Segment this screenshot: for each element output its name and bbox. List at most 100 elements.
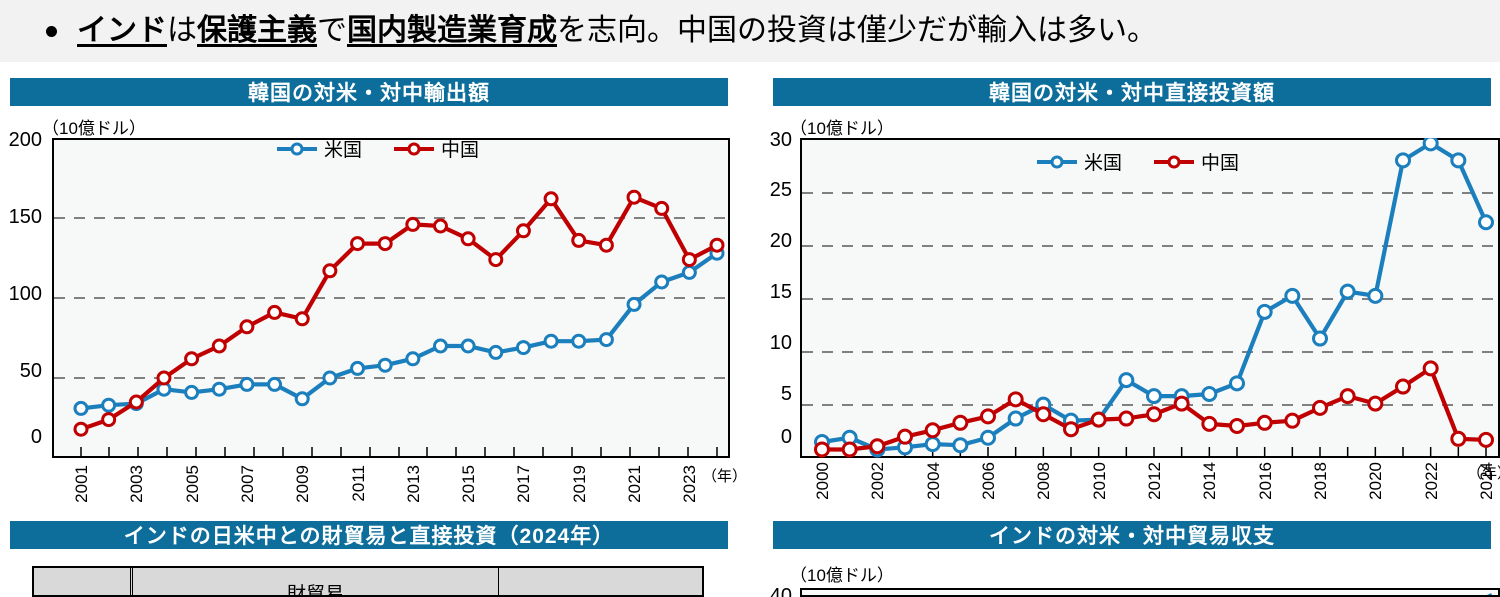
chart1-point (543, 333, 559, 349)
chart2-point (1339, 283, 1356, 300)
chart1-xtick-2021: 2021 (625, 465, 645, 503)
chart2-point (1422, 360, 1439, 377)
chart1-xtick-2001: 2001 (72, 465, 91, 503)
chart2-point (1256, 414, 1273, 431)
chart2-legend-label-us: 米国 (1084, 153, 1123, 174)
chart1-ytick-100: 100 (8, 283, 42, 305)
chart-india-balance: （10億ドル） 40 (755, 555, 1500, 597)
chart2-point (1007, 391, 1024, 408)
chart1-xtick-2007: 2007 (237, 465, 257, 503)
chart1-point (128, 394, 144, 410)
legend-marker-us-icon (1037, 155, 1077, 168)
panel-header-india-balance: インドの対米・対中貿易収支 (773, 521, 1491, 549)
panel-header-korea-fdi: 韓国の対米・対中直接投資額 (773, 78, 1491, 106)
chart2-ytick-0: 0 (780, 426, 792, 448)
chart1-ytick-0: 0 (30, 426, 42, 448)
chart1-point (405, 351, 421, 367)
chart2-xtick-2016: 2016 (1255, 462, 1275, 500)
chart1-point (350, 360, 366, 376)
chart1-xtick-2005: 2005 (182, 465, 202, 503)
chart2-point (1395, 378, 1411, 395)
chart2-point (1229, 418, 1245, 434)
chart2-legend-label-cn: 中国 (1201, 153, 1240, 174)
chart1-point (73, 421, 89, 437)
chart2-point (841, 441, 858, 458)
chart1-point (598, 332, 614, 348)
chart1-point (377, 357, 393, 373)
chart1-legend-item-us: 米国 (275, 135, 362, 162)
chart1-xtick-2009: 2009 (293, 465, 313, 503)
chart2-xaxis-unit: （年） (1467, 465, 1500, 482)
chart2-unit-label: （10億ドル） (790, 119, 894, 138)
banner-segment-0: インド (77, 14, 167, 47)
chart1-point (460, 231, 476, 247)
chart3-ytick-40: 40 (769, 585, 792, 597)
chart2-legend: 米国 中国 (1035, 148, 1239, 175)
chart2-xtick-2008: 2008 (1034, 462, 1054, 500)
banner-segment-2: 保護主義 (197, 14, 317, 47)
banner-text: インドは保護主義で国内製造業育成を志向。中国の投資は僅少だが輸入は多い。 (77, 16, 1157, 46)
chart2-point (1450, 152, 1467, 169)
chart1-legend-label-us: 米国 (324, 140, 363, 161)
chart2-point (1201, 415, 1218, 432)
chart1-point (488, 344, 504, 360)
chart1-xtick-2003: 2003 (127, 465, 147, 503)
chart2-ytick-30: 30 (769, 129, 792, 151)
chart2-ytick-25: 25 (769, 179, 792, 201)
chart2-xtick-2004: 2004 (923, 462, 943, 500)
chart2-point (1035, 406, 1052, 423)
chart2-point (1395, 152, 1411, 169)
chart1-point (543, 191, 559, 207)
chart-korea-fdi: （10億ドル） 30 25 20 15 10 5 0 米国 (755, 110, 1500, 500)
chart1-point (156, 370, 172, 386)
banner-segment-3: で (317, 14, 347, 47)
chart2-point (1339, 388, 1356, 405)
table-col-trade: 財貿易 (130, 568, 499, 595)
chart2-xtick-2020: 2020 (1366, 462, 1386, 500)
chart1-legend: 米国 中国 (275, 135, 479, 162)
chart-korea-exports: （10億ドル） 200 150 100 50 0 (0, 110, 750, 503)
chart1-ytick-200: 200 (8, 129, 42, 151)
chart1-point (681, 264, 697, 280)
chart2-point (1146, 406, 1162, 423)
chart2-point (1007, 410, 1024, 427)
chart2-xtick-2006: 2006 (979, 462, 998, 500)
chart1-xtick-2017: 2017 (514, 465, 534, 503)
chart1-point (488, 252, 504, 268)
chart2-point (1422, 138, 1439, 152)
chart1-point (626, 296, 642, 312)
table-col-blank-left (34, 568, 132, 595)
chart2-point (1478, 214, 1494, 231)
legend-marker-us-icon (277, 142, 317, 155)
table-col-blank-right (498, 568, 702, 595)
chart1-point (211, 381, 227, 397)
chart1-point (432, 218, 448, 234)
chart2-xtick-2010: 2010 (1089, 462, 1109, 500)
bullet-banner: インドは保護主義で国内製造業育成を志向。中国の投資は僅少だが輸入は多い。 (0, 0, 1500, 62)
chart3-plot (800, 588, 1500, 597)
chart1-point (626, 189, 642, 205)
chart2-point (1256, 303, 1273, 320)
chart2-point (1173, 395, 1190, 412)
chart2-point (1201, 386, 1218, 402)
chart1-point (239, 376, 255, 392)
chart2-point (1367, 395, 1384, 412)
chart1-point (571, 232, 587, 248)
panel-header-india-trade-fdi: インドの日米中との財貿易と直接投資（2024年） (10, 521, 728, 549)
chart1-point (184, 351, 200, 367)
chart1-point (267, 376, 283, 392)
chart1-plot (52, 138, 730, 458)
chart1-point (405, 216, 421, 232)
chart1-point (73, 400, 89, 416)
chart2-point (1063, 421, 1079, 438)
legend-marker-cn-icon (394, 142, 435, 155)
chart1-point (184, 384, 200, 400)
chart2-point (1312, 399, 1328, 416)
chart2-point (1146, 388, 1162, 405)
chart1-point (322, 263, 338, 279)
chart2-point (952, 414, 969, 431)
chart2-xtick-2018: 2018 (1311, 462, 1330, 500)
chart1-point (294, 311, 310, 327)
chart2-point (980, 408, 996, 425)
